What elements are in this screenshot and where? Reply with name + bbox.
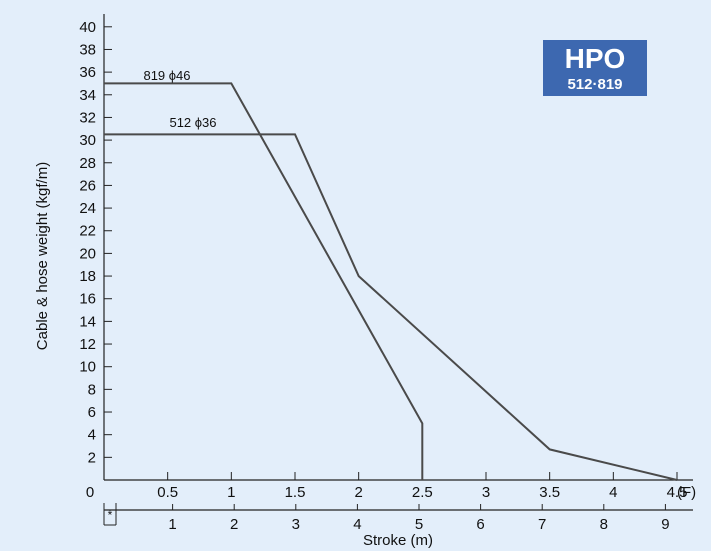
y-axis-title: Cable & hose weight (kgf/m) <box>34 162 51 350</box>
y-tick-label: 6 <box>88 404 96 421</box>
badge-subtitle: 512·819 <box>567 76 622 93</box>
y-tick-label: 16 <box>79 291 96 308</box>
x-top-tick-label: 1.5 <box>285 484 306 501</box>
x-bottom-tick-label: 6 <box>476 516 484 533</box>
y-tick-label: 14 <box>79 313 96 330</box>
y-tick-label: 22 <box>79 223 96 240</box>
x-bottom-tick-label: 3 <box>292 516 300 533</box>
y-tick-label: 32 <box>79 109 96 126</box>
x-top-tick-label: 4 <box>609 484 617 501</box>
series-line-1 <box>104 133 678 481</box>
y-tick-label: 34 <box>79 87 96 104</box>
y-tick-label: 40 <box>79 19 96 36</box>
x-top-tick-label: 2.5 <box>412 484 433 501</box>
x-top-tick-label: 2 <box>354 484 362 501</box>
labels-group: 819 ϕ46 512 ϕ36 <box>143 68 216 130</box>
bottom-axis-note: * <box>108 508 113 522</box>
x-bottom-tick-label: 1 <box>168 516 176 533</box>
x-bottom-tick-label: 2 <box>230 516 238 533</box>
y-tick-label: 30 <box>79 132 96 149</box>
series-label-1: 512 ϕ36 <box>169 115 216 130</box>
y-tick-label: 28 <box>79 155 96 172</box>
y-tick-label: 2 <box>88 449 96 466</box>
origin-label: 0 <box>86 484 94 501</box>
x-bottom-tick-label: 7 <box>538 516 546 533</box>
y-tick-label: 4 <box>88 427 96 444</box>
y-tick-label: 8 <box>88 381 96 398</box>
series-group <box>104 82 678 481</box>
series-line-0 <box>104 82 424 480</box>
series-label-0: 819 ϕ46 <box>143 68 190 83</box>
y-tick-label: 24 <box>79 200 96 217</box>
y-tick-label: 26 <box>79 177 96 194</box>
y-tick-label: 18 <box>79 268 96 285</box>
x-top-tick-label: 3 <box>482 484 490 501</box>
y-tick-label: 10 <box>79 359 96 376</box>
x-bottom-tick-label: 4 <box>353 516 361 533</box>
x-bottom-tick-label: 8 <box>600 516 608 533</box>
y-tick-label: 12 <box>79 336 96 353</box>
y-tick-label: 20 <box>79 245 96 262</box>
x-top-tick-label: 4.5 <box>667 484 688 501</box>
x-axis-title: Stroke (m) <box>363 532 433 549</box>
y-tick-label: 36 <box>79 64 96 81</box>
y-tick-label: 38 <box>79 41 96 58</box>
x-top-tick-label: 3.5 <box>539 484 560 501</box>
x-bottom-tick-label: 5 <box>415 516 423 533</box>
x-bottom-tick-label: 9 <box>661 516 669 533</box>
x-top-tick-label: 1 <box>227 484 235 501</box>
badge-box <box>543 40 647 96</box>
x-top-unit-label: (F) <box>677 484 696 501</box>
badge-title: HPO <box>565 43 626 74</box>
model-badge: HPO 512·819 <box>543 40 647 96</box>
x-top-tick-label: 0.5 <box>157 484 178 501</box>
